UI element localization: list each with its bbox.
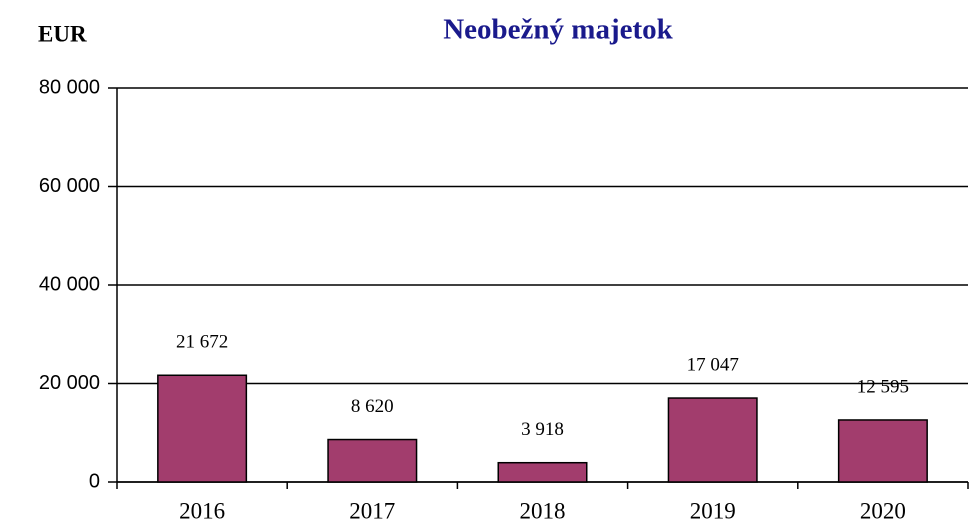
bar [327,438,418,483]
data-label: 17 047 [687,354,739,375]
y-axis-label: EUR [38,21,87,46]
bar [667,397,758,483]
y-tick-label: 0 [89,470,100,492]
data-label: 8 620 [351,396,394,417]
x-tick-label: 2017 [349,498,395,523]
data-label: 3 918 [521,419,564,440]
x-tick-label: 2018 [520,498,566,523]
data-label: 12 595 [857,376,909,397]
y-tick-label: 60 000 [39,175,100,197]
bar [497,461,588,483]
bar [837,419,928,483]
x-tick-label: 2020 [860,498,906,523]
data-label: 21 672 [176,332,228,353]
y-tick-label: 80 000 [39,76,100,98]
chart-title: Neobežný majetok [443,14,673,46]
y-tick-label: 20 000 [39,372,100,394]
y-tick-label: 40 000 [39,273,100,295]
bar [157,374,248,483]
x-tick-label: 2019 [690,498,736,523]
x-tick-label: 2016 [179,498,225,523]
